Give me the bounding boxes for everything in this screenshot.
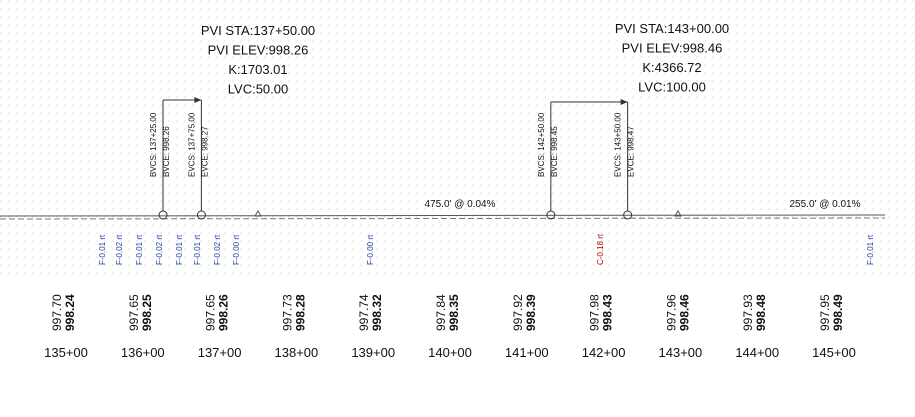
pvi-label: LVC:100.00 xyxy=(638,80,706,95)
design-elevation: 998.46 xyxy=(677,294,691,331)
station-label: 144+00 xyxy=(735,345,779,360)
cut-fill-label: F-0.00 rt xyxy=(232,234,241,265)
existing-elevation: 997.95 xyxy=(818,294,832,331)
bvc-marker xyxy=(158,210,168,220)
design-elevation: 998.35 xyxy=(447,294,461,331)
cut-fill-label: F-0.02 rt xyxy=(213,234,222,265)
pvi-label: PVI STA:137+50.00 xyxy=(201,23,315,38)
cut-fill-label: F-0.01 rt xyxy=(98,234,107,265)
design-elevation: 998.25 xyxy=(140,294,154,331)
design-elevation: 998.28 xyxy=(293,294,307,331)
bvc-marker xyxy=(546,210,556,220)
pvi-marker xyxy=(674,210,682,217)
existing-ground xyxy=(0,217,886,220)
cut-fill-label: F-0.00 rt xyxy=(366,234,375,265)
grade-label: 255.0' @ 0.01% xyxy=(790,199,861,210)
cut-fill-label: F-0.01 rt xyxy=(135,234,144,265)
station-label: 139+00 xyxy=(351,345,395,360)
bvc-station: BVCS: 142+50.00 xyxy=(537,112,546,177)
arrow xyxy=(194,97,202,103)
cut-fill-label: F-0.01 rt xyxy=(193,234,202,265)
station-label: 135+00 xyxy=(44,345,88,360)
grid-background xyxy=(0,0,915,280)
bvc-station: BVCS: 137+25.00 xyxy=(149,112,158,177)
existing-elevation: 997.65 xyxy=(204,294,218,331)
station-label: 145+00 xyxy=(812,345,856,360)
evc-elevation: EVCE: 998.47 xyxy=(627,126,636,177)
cut-fill-label: F-0.02 rt xyxy=(115,234,124,265)
design-elevation: 998.48 xyxy=(754,294,768,331)
evc-marker xyxy=(623,210,633,220)
design-elevation: 998.39 xyxy=(524,294,538,331)
station-label: 136+00 xyxy=(121,345,165,360)
station-label: 140+00 xyxy=(428,345,472,360)
existing-elevation: 997.74 xyxy=(357,294,371,331)
pvi-label: PVI ELEV:998.26 xyxy=(208,43,309,58)
cut-fill-label: F-0.01 rt xyxy=(175,234,184,265)
existing-elevation: 997.96 xyxy=(664,294,678,331)
design-elevation: 998.43 xyxy=(601,294,615,331)
design-profile xyxy=(0,214,886,217)
design-elevation: 998.26 xyxy=(217,294,231,331)
cut-fill-label: F-0.01 rt xyxy=(866,234,875,265)
design-elevation: 998.24 xyxy=(63,294,77,331)
evc-station: EVCS: 137+75.00 xyxy=(187,112,196,177)
evc-marker xyxy=(196,210,206,220)
station-label: 138+00 xyxy=(275,345,319,360)
existing-elevation: 997.92 xyxy=(511,294,525,331)
cut-fill-label: C-0.18 rt xyxy=(596,233,605,265)
arrow xyxy=(620,99,628,105)
grade-label: 475.0' @ 0.04% xyxy=(425,199,496,210)
existing-elevation: 997.70 xyxy=(50,294,64,331)
existing-elevation: 997.65 xyxy=(127,294,141,331)
bvc-elevation: BVCE: 998.45 xyxy=(550,126,559,177)
design-elevation: 998.49 xyxy=(831,294,845,331)
existing-elevation: 997.93 xyxy=(741,294,755,331)
design-elevation: 998.32 xyxy=(370,294,384,331)
station-label: 142+00 xyxy=(582,345,626,360)
pvi-label: LVC:50.00 xyxy=(228,82,288,97)
station-label: 143+00 xyxy=(659,345,703,360)
existing-elevation: 997.98 xyxy=(588,294,602,331)
pvi-label: K:1703.01 xyxy=(228,62,287,77)
evc-station: EVCS: 143+50.00 xyxy=(614,112,623,177)
existing-elevation: 997.84 xyxy=(434,294,448,331)
pvi-label: PVI ELEV:998.46 xyxy=(622,41,723,56)
existing-elevation: 997.73 xyxy=(280,294,294,331)
station-label: 141+00 xyxy=(505,345,549,360)
station-label: 137+00 xyxy=(198,345,242,360)
pvi-label: K:4366.72 xyxy=(642,60,701,75)
bvc-elevation: BVCE: 998.26 xyxy=(162,126,171,177)
cut-fill-label: F-0.02 rt xyxy=(155,234,164,265)
pvi-label: PVI STA:143+00.00 xyxy=(615,21,729,36)
evc-elevation: EVCE: 998.27 xyxy=(200,126,209,177)
pvi-marker xyxy=(254,210,262,217)
